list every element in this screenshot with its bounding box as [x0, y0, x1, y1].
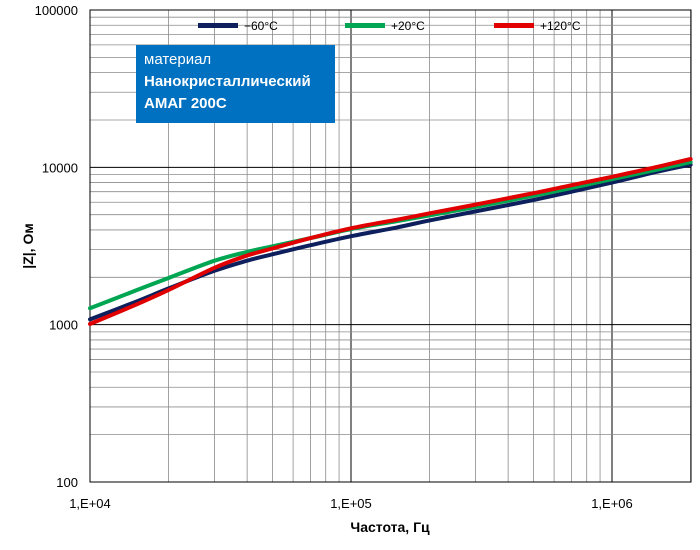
y-tick-label: 1000	[49, 318, 78, 333]
material-label: материал	[144, 51, 212, 68]
material-type: Нанокристаллический	[144, 73, 311, 90]
series-layer	[88, 157, 693, 326]
x-tick-label: 1,E+05	[330, 496, 372, 511]
x-tick-label: 1,E+04	[69, 496, 111, 511]
legend-swatch	[494, 23, 534, 28]
legend-label: −60°C	[244, 19, 278, 33]
x-axis-title: Частота, Гц	[350, 519, 430, 535]
y-axis-title: |Z|, Ом	[20, 223, 36, 268]
legend: −60°C +20°C +120°C	[198, 19, 581, 33]
y-tick-label: 100	[56, 475, 78, 490]
y-tick-label: 100000	[35, 3, 78, 18]
legend-label: +120°C	[540, 19, 581, 33]
material-grade: АМАГ 200С	[144, 95, 227, 112]
material-info-box: материал Нанокристаллический АМАГ 200С	[136, 45, 335, 123]
x-tick-label: 1,E+06	[591, 496, 633, 511]
series-line-plus120	[88, 157, 693, 326]
legend-label: +20°C	[391, 19, 425, 33]
legend-swatch	[198, 23, 238, 28]
y-tick-label: 10000	[42, 160, 78, 175]
plot-frame	[89, 9, 692, 483]
tick-label-layer: 1,E+04 1,E+05 1,E+06 100 1000 10000 100000	[35, 3, 633, 511]
legend-swatch	[345, 23, 385, 28]
